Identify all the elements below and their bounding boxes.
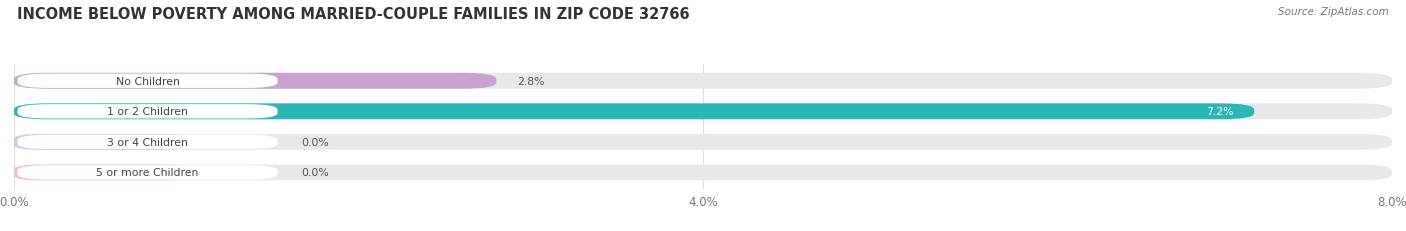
FancyBboxPatch shape xyxy=(14,73,496,89)
FancyBboxPatch shape xyxy=(14,134,1392,150)
FancyBboxPatch shape xyxy=(17,105,277,119)
Text: Source: ZipAtlas.com: Source: ZipAtlas.com xyxy=(1278,7,1389,17)
Text: 1 or 2 Children: 1 or 2 Children xyxy=(107,107,188,117)
Text: No Children: No Children xyxy=(115,76,180,86)
Text: 7.2%: 7.2% xyxy=(1206,107,1233,117)
Text: 2.8%: 2.8% xyxy=(517,76,544,86)
Text: INCOME BELOW POVERTY AMONG MARRIED-COUPLE FAMILIES IN ZIP CODE 32766: INCOME BELOW POVERTY AMONG MARRIED-COUPL… xyxy=(17,7,689,22)
FancyBboxPatch shape xyxy=(14,104,1392,120)
FancyBboxPatch shape xyxy=(14,73,1392,89)
FancyBboxPatch shape xyxy=(14,104,1254,120)
Text: 5 or more Children: 5 or more Children xyxy=(97,168,198,178)
FancyBboxPatch shape xyxy=(14,165,1392,181)
Text: 0.0%: 0.0% xyxy=(302,168,329,178)
FancyBboxPatch shape xyxy=(17,74,277,88)
FancyBboxPatch shape xyxy=(17,135,277,149)
Text: 0.0%: 0.0% xyxy=(302,137,329,147)
FancyBboxPatch shape xyxy=(14,165,187,181)
FancyBboxPatch shape xyxy=(14,134,187,150)
Text: 3 or 4 Children: 3 or 4 Children xyxy=(107,137,188,147)
FancyBboxPatch shape xyxy=(17,166,277,180)
